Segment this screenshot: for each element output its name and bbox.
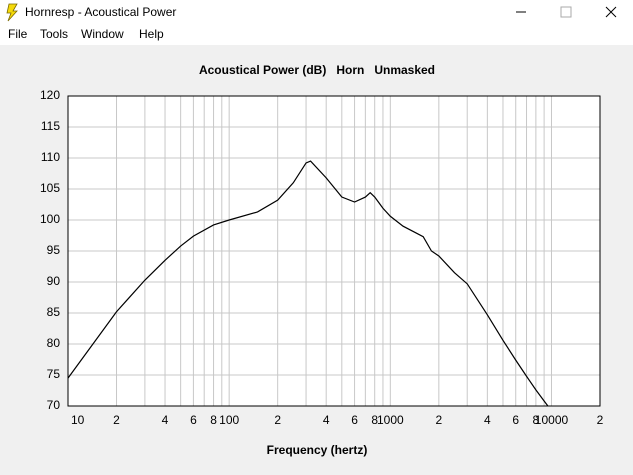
x-tick-label: 2 [597, 413, 604, 427]
plot-border [67, 95, 601, 407]
x-tick-label: 100 [219, 413, 239, 427]
menu-bar [0, 25, 633, 45]
x-tick-label: 1000 [377, 413, 404, 427]
y-tick-label: 105 [40, 181, 60, 195]
chart-title: Acoustical Power (dB) Horn Unmasked [199, 63, 435, 77]
y-tick-label: 80 [47, 336, 61, 350]
y-tick-label: 75 [47, 367, 61, 381]
x-tick-label: 4 [162, 413, 169, 427]
response-curve [67, 160, 549, 407]
menu-item[interactable]: Help [139, 27, 164, 41]
menu-item[interactable]: Tools [40, 27, 68, 41]
y-tick-label: 100 [40, 212, 60, 226]
app-icon [6, 3, 18, 22]
x-tick-label: 10 [71, 413, 85, 427]
menu-item[interactable]: Window [81, 27, 124, 41]
x-tick-label: 8 [210, 413, 217, 427]
x-tick-label: 8 [371, 413, 378, 427]
x-tick-label: 2 [113, 413, 120, 427]
close-button[interactable] [605, 6, 617, 18]
y-tick-label: 120 [40, 88, 60, 102]
y-tick-label: 85 [47, 305, 61, 319]
x-tick-label: 2 [435, 413, 442, 427]
title-bar [0, 0, 633, 25]
y-tick-label: 70 [47, 398, 61, 412]
y-tick-label: 110 [41, 150, 60, 164]
x-tick-label: 8 [533, 413, 540, 427]
menu-item[interactable]: File [8, 27, 28, 41]
window-title: Hornresp - Acoustical Power [25, 5, 176, 19]
x-axis-label: Frequency (hertz) [267, 443, 368, 457]
y-tick-label: 115 [41, 119, 60, 133]
x-tick-label: 2 [274, 413, 281, 427]
y-tick-label: 95 [47, 243, 61, 257]
x-tick-label: 4 [323, 413, 330, 427]
x-tick-label: 10000 [535, 413, 569, 427]
y-tick-label: 90 [47, 274, 61, 288]
x-tick-label: 6 [512, 413, 519, 427]
maximize-button[interactable] [560, 6, 572, 18]
x-tick-label: 6 [190, 413, 197, 427]
x-tick-label: 4 [484, 413, 491, 427]
x-tick-label: 6 [351, 413, 358, 427]
